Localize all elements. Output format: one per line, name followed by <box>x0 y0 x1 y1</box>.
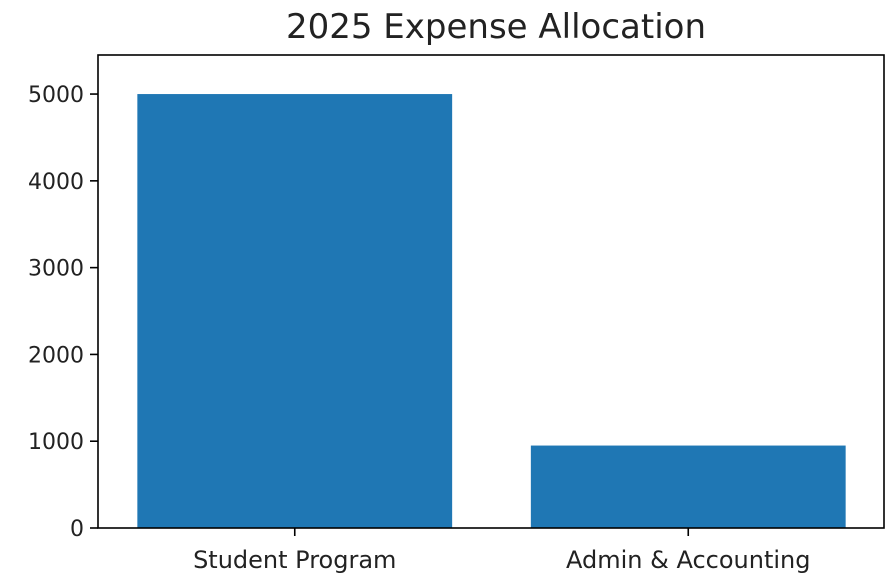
x-tick-label: Admin & Accounting <box>566 546 810 574</box>
chart-title: 2025 Expense Allocation <box>286 7 706 47</box>
y-tick-label: 0 <box>70 517 84 542</box>
y-tick-label: 5000 <box>28 83 84 108</box>
plot-frame <box>97 54 885 529</box>
y-tick-label: 1000 <box>28 430 84 455</box>
y-tick-label: 2000 <box>28 343 84 368</box>
x-tick-label: Student Program <box>193 546 396 574</box>
bars <box>137 94 846 528</box>
y-tick-label: 4000 <box>28 170 84 195</box>
y-axis: 0 1000 2000 3000 4000 5000 <box>28 83 98 542</box>
bar-1 <box>137 94 453 528</box>
bar-2 <box>530 445 846 528</box>
y-tick-label: 3000 <box>28 257 84 282</box>
x-axis: Student Program Admin & Accounting <box>193 528 810 574</box>
